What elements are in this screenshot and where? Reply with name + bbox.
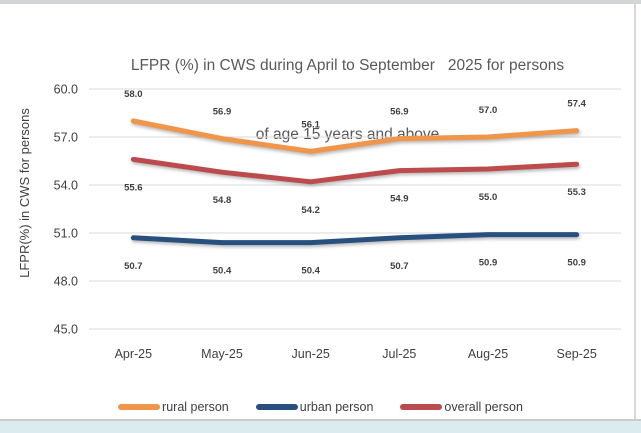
data-label: 54.8 [213, 195, 232, 206]
y-tick-label: 54.0 [54, 179, 78, 193]
data-label: 55.0 [479, 192, 498, 203]
data-label: 56.9 [213, 107, 232, 118]
data-label: 54.9 [390, 194, 409, 205]
data-label: 50.9 [479, 258, 498, 269]
overall-line-swatch [400, 404, 443, 410]
x-tick-label: Jul-25 [382, 347, 416, 361]
legend-item-overall[interactable]: overall person [400, 400, 523, 414]
data-label: 50.4 [213, 266, 232, 277]
data-label: 56.1 [301, 119, 320, 130]
chart-title-line1: LFPR (%) in CWS during April to Septembe… [130, 57, 565, 74]
x-tick-label: Jun-25 [292, 347, 330, 361]
series-line-urban-person [130, 232, 580, 246]
x-tick-label: Aug-25 [468, 347, 508, 361]
y-tick-label: 51.0 [54, 227, 78, 241]
x-tick-label: Apr-25 [115, 347, 153, 361]
data-label: 58.0 [124, 89, 143, 100]
data-label: 55.3 [567, 187, 586, 198]
bottom-border-line [0, 419, 641, 421]
legend-item-rural[interactable]: rural person [118, 400, 229, 414]
y-tick-label: 57.0 [54, 131, 78, 145]
x-tick-label: May-25 [201, 347, 243, 361]
y-tick-label: 45.0 [54, 323, 78, 337]
data-label: 56.9 [390, 107, 409, 118]
legend-label-rural: rural person [162, 400, 229, 414]
series-line-rural-person [130, 118, 580, 154]
data-label: 55.6 [124, 182, 143, 193]
y-tick-label: 60.0 [54, 83, 78, 97]
legend-label-overall: overall person [444, 400, 523, 414]
urban-line-swatch [255, 404, 298, 410]
data-label: 50.7 [124, 261, 143, 272]
data-label: 57.4 [567, 99, 586, 110]
data-label: 57.0 [479, 105, 498, 116]
bottom-cell-strip [0, 421, 641, 433]
rural-line-swatch [118, 404, 161, 410]
series-line-overall-person [130, 156, 580, 185]
top-border-strip [0, 0, 641, 4]
legend: rural person urban person overall person [0, 397, 641, 417]
legend-item-urban[interactable]: urban person [255, 400, 374, 414]
y-tick-label: 48.0 [54, 275, 78, 289]
data-label: 50.9 [567, 258, 586, 269]
right-border-strip [634, 0, 636, 420]
data-label: 50.7 [390, 261, 409, 272]
data-label: 54.2 [301, 205, 320, 216]
x-tick-label: Sep-25 [557, 347, 597, 361]
data-label: 50.4 [301, 266, 320, 277]
legend-label-urban: urban person [299, 400, 374, 414]
